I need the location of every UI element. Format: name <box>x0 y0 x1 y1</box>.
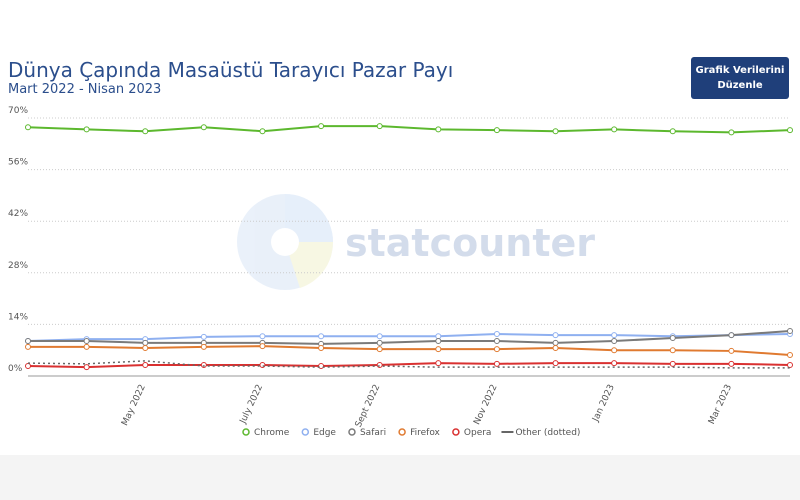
data-point <box>728 332 735 339</box>
x-tick-label: May 2022 <box>120 383 148 427</box>
series-line <box>27 360 790 369</box>
data-point <box>669 360 676 367</box>
series-line <box>28 330 791 345</box>
series-line <box>28 345 791 356</box>
legend-label: Firefox <box>410 428 440 438</box>
data-point <box>259 128 266 135</box>
legend-label: Other (dotted) <box>515 428 580 438</box>
data-point <box>376 123 383 130</box>
data-point <box>787 361 793 368</box>
data-point <box>493 330 500 337</box>
data-point <box>83 126 90 133</box>
series-line <box>27 332 791 342</box>
y-tick-label: 14% <box>8 312 28 322</box>
data-point <box>552 332 559 339</box>
footer <box>0 455 800 500</box>
watermark: statcounter <box>345 221 595 265</box>
x-tick-label: July 2022 <box>238 383 265 426</box>
data-point <box>611 332 618 339</box>
chart-subtitle: Mart 2022 - Nisan 2023 <box>8 82 162 97</box>
data-point <box>200 361 207 368</box>
data-point <box>142 128 149 135</box>
data-point <box>728 360 735 367</box>
data-point <box>200 333 207 340</box>
legend-symbol <box>301 428 310 436</box>
watermark-logo <box>237 194 334 290</box>
data-point <box>435 333 442 340</box>
data-point <box>142 361 149 368</box>
data-point <box>493 127 500 134</box>
data-point <box>669 128 676 135</box>
legend-label: Edge <box>313 428 336 438</box>
legend-label: Opera <box>464 428 492 438</box>
chart-title: Dünya Çapında Masaüstü Tarayıcı Pazar Pa… <box>8 58 454 82</box>
data-point <box>259 343 266 350</box>
data-point <box>142 339 149 346</box>
data-point <box>83 364 90 371</box>
data-point <box>376 333 383 340</box>
series-line <box>27 125 791 134</box>
data-point <box>435 126 442 133</box>
data-point <box>611 337 618 344</box>
data-point <box>611 360 618 367</box>
data-point <box>435 337 442 344</box>
y-tick-label: 0% <box>8 364 23 374</box>
x-tick-label: Sept 2022 <box>354 383 383 429</box>
data-point <box>259 333 266 340</box>
y-tick-label: 42% <box>8 209 28 219</box>
data-point <box>25 363 31 370</box>
data-point <box>787 351 793 358</box>
data-point <box>787 127 793 134</box>
data-point <box>435 360 442 367</box>
x-tick-label: Nov 2022 <box>472 383 499 427</box>
data-point <box>787 328 793 335</box>
y-tick-label: 28% <box>8 261 28 271</box>
data-point <box>318 333 325 340</box>
legend-symbol <box>348 428 356 436</box>
data-point <box>552 360 559 367</box>
data-point <box>25 343 31 350</box>
y-tick-label: 56% <box>8 158 28 168</box>
data-point <box>83 337 90 344</box>
x-tick-label: Jan 2023 <box>591 383 617 424</box>
data-point <box>669 335 676 342</box>
x-tick-label: Mar 2023 <box>707 383 734 426</box>
data-point <box>493 346 500 353</box>
y-tick-label: 70% <box>8 106 28 116</box>
legend-symbol <box>452 428 460 436</box>
data-point <box>611 126 618 133</box>
data-point <box>376 339 383 346</box>
data-point <box>200 343 207 350</box>
data-point <box>435 346 442 353</box>
data-point <box>25 124 31 131</box>
data-point <box>318 344 325 351</box>
data-point <box>552 344 559 351</box>
legend-symbol <box>242 428 250 436</box>
data-point <box>728 129 735 136</box>
data-point <box>142 344 149 351</box>
series-line <box>27 362 791 369</box>
data-point <box>376 346 383 353</box>
data-point <box>493 337 500 344</box>
legend-label: Chrome <box>254 428 290 438</box>
data-point <box>611 347 618 354</box>
edit-data-button[interactable]: Grafik Verilerini Düzenle <box>691 57 789 99</box>
data-point <box>25 337 31 344</box>
data-point <box>669 347 676 354</box>
data-point <box>318 363 325 370</box>
legend-label: Safari <box>360 428 386 438</box>
data-point <box>318 123 325 130</box>
data-point <box>552 128 559 135</box>
data-point <box>200 124 207 131</box>
legend-symbol <box>398 428 406 436</box>
data-point <box>83 343 90 350</box>
data-point <box>728 347 735 354</box>
data-point <box>552 339 559 346</box>
data-point <box>493 360 500 367</box>
chart: statcounter 0% 14% 28% 42% 56% 70% May 2022 Jul… <box>8 106 793 438</box>
